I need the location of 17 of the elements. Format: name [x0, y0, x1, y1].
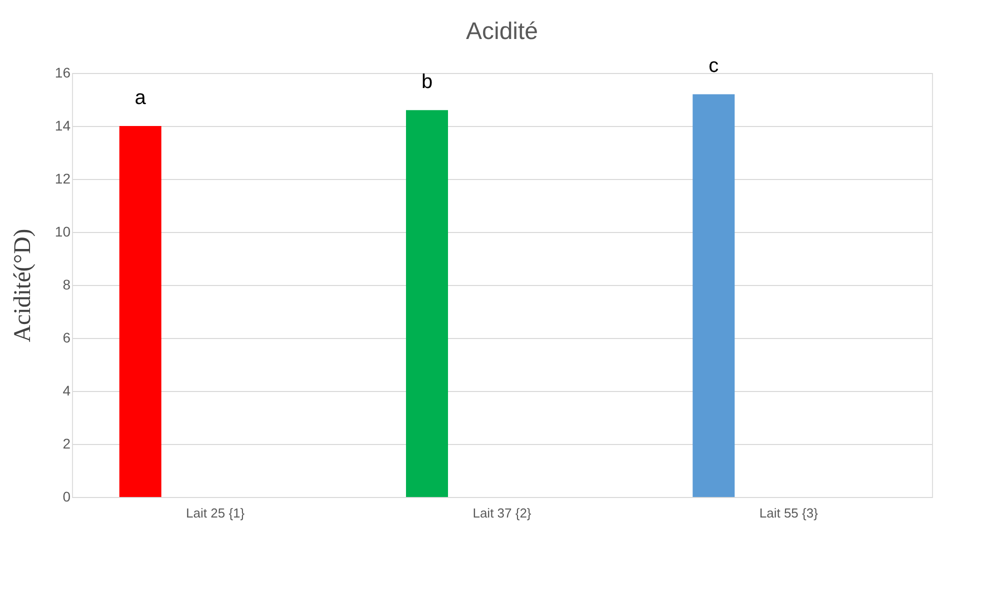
y-tick-label: 8	[62, 276, 71, 292]
y-tick-label: 14	[54, 118, 71, 134]
chart-title: Acidité	[466, 18, 538, 46]
x-tick-label: Lait 37 {2}	[472, 506, 532, 520]
y-tick-label: 10	[54, 224, 71, 240]
y-tick-label: 4	[62, 382, 71, 398]
x-tick-label: Lait 55 {3}	[759, 506, 819, 520]
y-tick-label: 16	[54, 64, 71, 80]
annotation: c	[708, 55, 719, 78]
annotation: a	[134, 87, 147, 109]
y-tick-label: 0	[62, 488, 71, 504]
y-tick-label: 12	[54, 170, 71, 186]
y-axis-title: Acidité(°D)	[10, 228, 36, 342]
annotation: b	[421, 71, 433, 94]
y-tick-label: 2	[62, 436, 71, 452]
x-tick-label: Lait 25 {1}	[186, 506, 246, 520]
y-tick-label: 6	[62, 330, 71, 346]
